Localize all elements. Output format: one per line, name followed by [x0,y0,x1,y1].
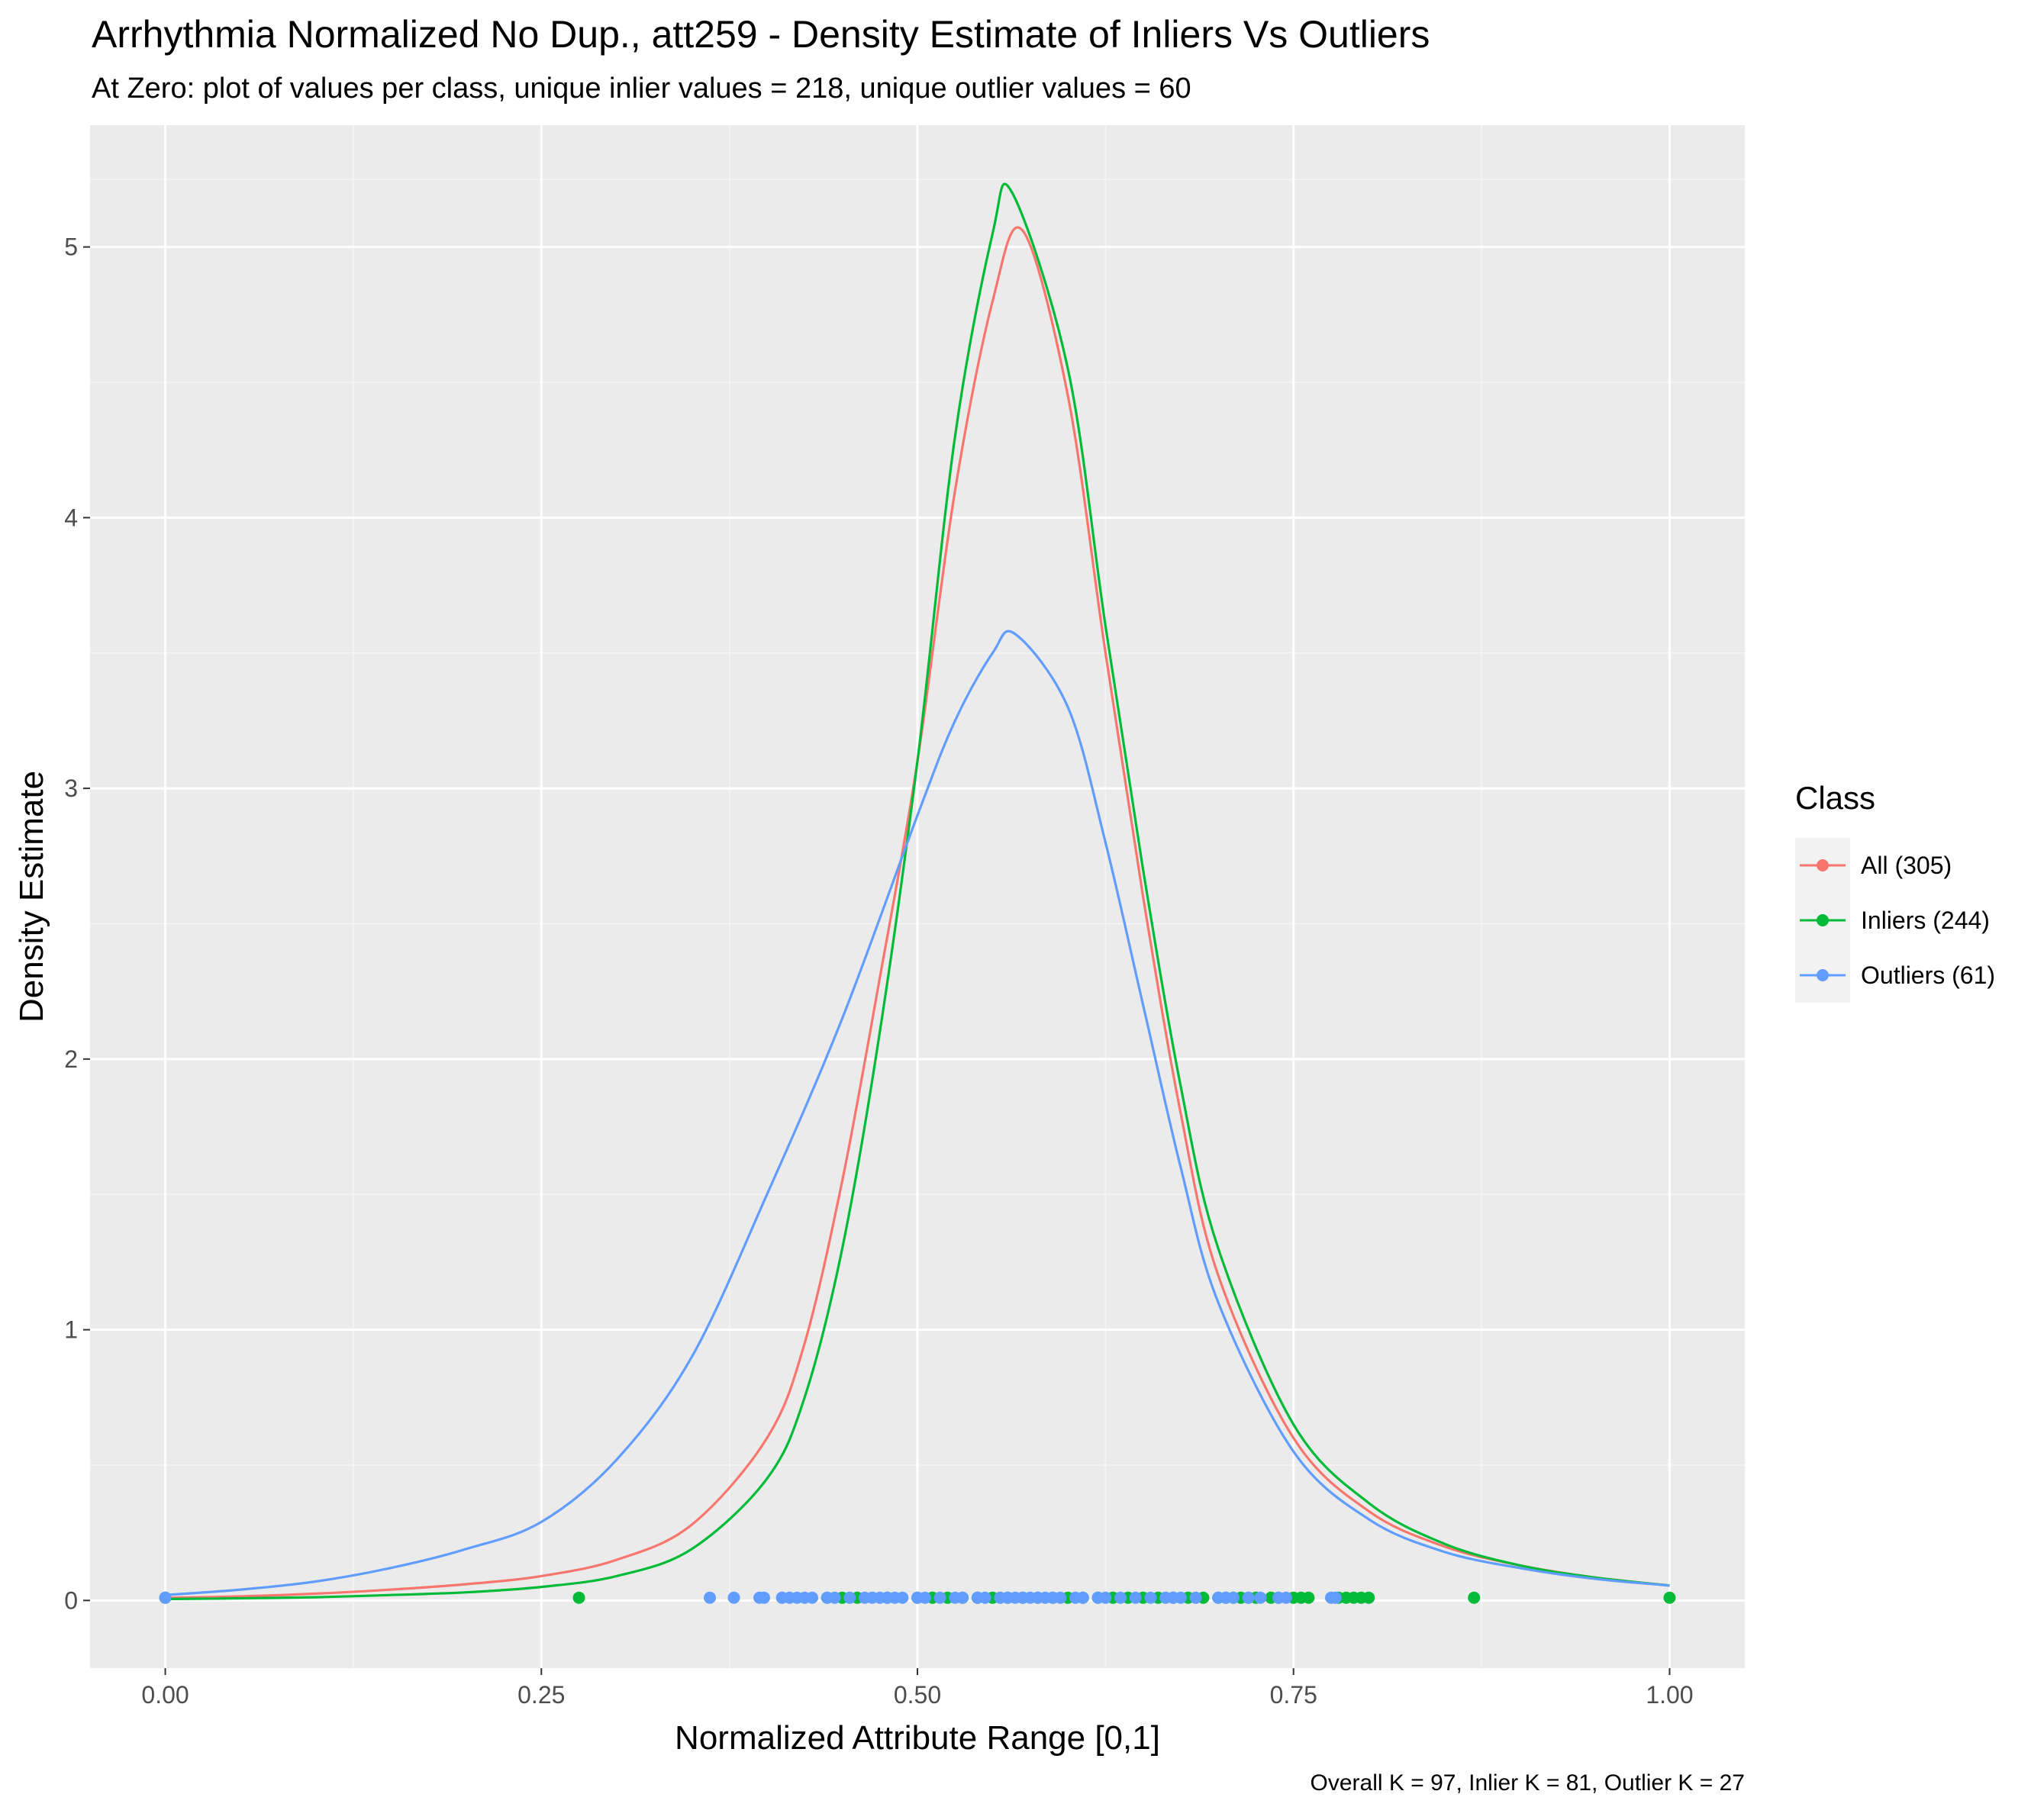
series-points [159,1591,1676,1604]
chart-caption: Overall K = 97, Inlier K = 81, Outlier K… [1311,1770,1745,1796]
grid-major [90,125,1745,1668]
value-point-1 [956,1591,969,1604]
legend-key-point [1817,969,1829,981]
value-point-1 [1129,1591,1142,1604]
value-point-1 [1279,1591,1292,1604]
value-point-0 [1302,1591,1315,1604]
value-point-1 [757,1591,770,1604]
x-tick-label: 0.25 [517,1681,565,1709]
value-point-1 [918,1591,931,1604]
value-point-1 [1114,1591,1127,1604]
y-axis-ticks: 0 1 2 3 4 5 [64,234,90,1614]
value-point-1 [806,1591,819,1604]
value-point-0 [1362,1591,1375,1604]
value-point-0 [1468,1591,1481,1604]
density-line-1 [165,182,1670,1601]
value-point-1 [1144,1591,1157,1604]
x-axis-ticks: 0.00 0.25 0.50 0.75 1.00 [141,1668,1694,1709]
legend-label: Outliers (61) [1861,961,1995,989]
x-tick-label: 0.75 [1270,1681,1317,1709]
y-tick-label: 4 [64,504,78,531]
value-point-1 [843,1591,856,1604]
legend-key-point [1817,859,1829,871]
value-point-1 [1329,1591,1342,1604]
legend-label: All (305) [1861,852,1952,879]
x-tick-label: 1.00 [1646,1681,1693,1709]
value-point-1 [896,1591,909,1604]
value-point-1 [828,1591,841,1604]
value-point-1 [1227,1591,1240,1604]
value-point-0 [572,1591,585,1604]
x-tick-label: 0.00 [141,1681,189,1709]
value-point-1 [1254,1591,1267,1604]
legend-label: Inliers (244) [1861,907,1990,934]
value-point-1 [704,1591,717,1604]
value-point-1 [159,1591,172,1604]
y-tick-label: 1 [64,1316,78,1344]
y-tick-label: 0 [64,1586,78,1614]
value-point-1 [933,1591,946,1604]
density-line-0 [165,226,1670,1599]
legend-title: Class [1795,780,1875,816]
y-axis-label: Density Estimate [13,771,50,1023]
value-point-0 [1663,1591,1676,1604]
x-tick-label: 0.50 [894,1681,941,1709]
value-point-1 [1099,1591,1112,1604]
chart-title: Arrhythmia Normalized No Dup., att259 - … [92,13,1430,56]
legend: All (305) Inliers (244) Outliers (61) [1795,838,1995,1003]
density-line-2 [165,630,1670,1596]
x-axis-label: Normalized Attribute Range [0,1] [675,1719,1160,1757]
value-point-1 [978,1591,991,1604]
value-point-1 [1174,1591,1187,1604]
value-point-1 [1242,1591,1255,1604]
chart-subtitle: At Zero: plot of values per class, uniqu… [92,72,1191,105]
y-tick-label: 5 [64,234,78,261]
value-point-1 [1189,1591,1202,1604]
y-tick-label: 2 [64,1045,78,1073]
value-point-1 [1054,1591,1067,1604]
value-point-1 [727,1591,740,1604]
series-lines [165,182,1670,1601]
y-tick-label: 3 [64,775,78,802]
legend-key-point [1817,914,1829,926]
value-point-1 [1076,1591,1089,1604]
